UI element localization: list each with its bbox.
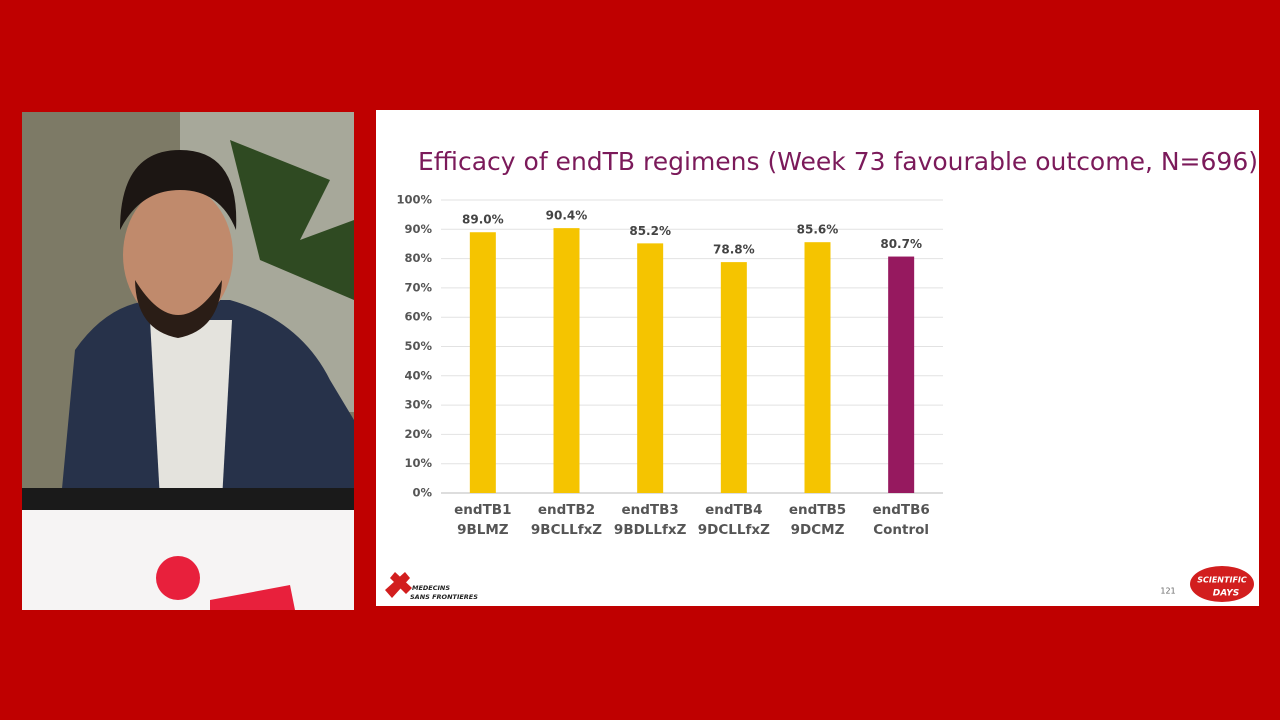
plant xyxy=(230,140,354,300)
data-label: 89.0% xyxy=(462,213,504,227)
x-tick-label: 9BDLLfxZ xyxy=(614,522,687,538)
logo-mark xyxy=(385,572,412,598)
badge-shape xyxy=(1190,566,1254,602)
y-tick-label: 50% xyxy=(404,339,432,353)
slide-number: 121 xyxy=(1160,587,1175,596)
bar xyxy=(469,232,496,494)
shirt xyxy=(150,320,232,500)
x-tick-label: endTB1 xyxy=(454,502,511,518)
y-tick-label: 80% xyxy=(404,251,432,265)
y-tick-label: 100% xyxy=(396,193,432,207)
y-tick-label: 40% xyxy=(404,368,432,382)
badge-text: DAYS xyxy=(1213,589,1239,599)
bar xyxy=(553,228,580,494)
x-tick-label: endTB2 xyxy=(538,502,595,518)
x-tick-label: endTB6 xyxy=(873,502,930,518)
lectern xyxy=(22,488,354,512)
data-label: 85.6% xyxy=(797,223,839,237)
x-tick-label: Control xyxy=(873,522,929,538)
logo-text: MEDECINS xyxy=(412,584,450,592)
bar xyxy=(888,256,915,493)
data-label: 85.2% xyxy=(629,224,671,238)
y-tick-label: 0% xyxy=(412,486,432,500)
bar xyxy=(720,262,747,493)
data-label: 78.8% xyxy=(713,243,755,257)
face xyxy=(123,185,233,325)
beard xyxy=(135,280,222,338)
y-tick-label: 60% xyxy=(404,310,432,324)
msf-logo: MEDECINS SANS FRONTIERES xyxy=(385,572,478,601)
scientific-days-badge: SCIENTIFIC DAYS xyxy=(1190,566,1254,602)
x-tick-label: 9DCMZ xyxy=(791,522,845,538)
bar xyxy=(804,242,831,493)
badge-text: SCIENTIFIC xyxy=(1197,576,1247,585)
x-tick-label: endTB5 xyxy=(789,502,846,518)
lectern-logo-shape xyxy=(210,585,295,610)
y-tick-label: 20% xyxy=(404,427,432,441)
x-tick-label: 9DCLLfxZ xyxy=(698,522,770,538)
data-label: 80.7% xyxy=(880,237,922,251)
x-tick-label: 9BLMZ xyxy=(457,522,509,538)
x-tick-label: endTB3 xyxy=(622,502,679,518)
bar xyxy=(637,243,664,493)
y-tick-label: 10% xyxy=(404,456,432,470)
x-tick-label: 9BCLLfxZ xyxy=(531,522,602,538)
logo-text: SANS FRONTIERES xyxy=(410,593,478,601)
data-label: 90.4% xyxy=(546,209,588,223)
chart-title: Efficacy of endTB regimens (Week 73 favo… xyxy=(418,147,1258,176)
y-tick-label: 30% xyxy=(404,398,432,412)
x-tick-label: endTB4 xyxy=(705,502,762,518)
hair xyxy=(120,150,237,230)
speaker-video xyxy=(22,112,354,610)
lectern-logo xyxy=(156,556,200,600)
y-tick-label: 90% xyxy=(404,222,432,236)
y-tick-label: 70% xyxy=(404,280,432,294)
